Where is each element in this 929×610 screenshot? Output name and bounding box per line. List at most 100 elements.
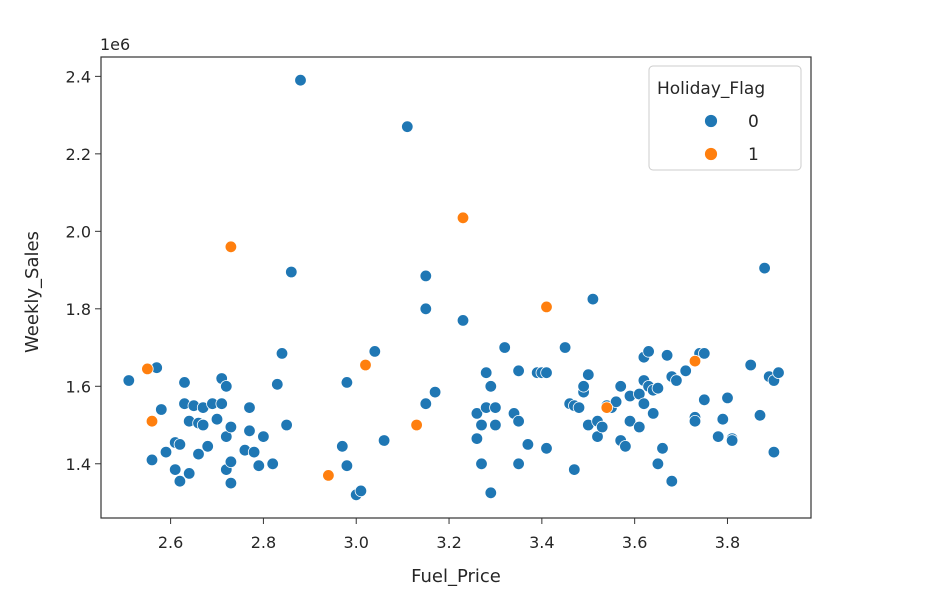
data-point-holiday-0 <box>665 475 679 488</box>
data-point-holiday-0 <box>470 407 484 420</box>
data-point-holiday-0 <box>698 347 711 360</box>
data-point-holiday-0 <box>489 401 502 414</box>
legend-marker-0 <box>704 114 718 128</box>
legend-title: Holiday_Flag <box>657 79 765 99</box>
data-point-holiday-0 <box>614 380 627 393</box>
data-point-holiday-0 <box>623 415 637 428</box>
data-point-holiday-1 <box>456 211 470 225</box>
legend: Holiday_Flag 0 1 <box>648 65 802 171</box>
data-point-holiday-0 <box>619 440 632 453</box>
data-point-holiday-0 <box>596 420 609 434</box>
data-point-holiday-0 <box>159 445 173 459</box>
axis-ticks: 2.6 2.8 3.0 3.2 3.4 3.6 3.8 1.4 1.6 1.8 2.0 2.2 2.4 <box>66 67 741 552</box>
legend-marker-1 <box>704 147 718 161</box>
data-point-holiday-0 <box>196 418 210 432</box>
data-point-holiday-0 <box>656 442 669 455</box>
x-tick-label: 3.4 <box>529 533 554 552</box>
data-point-holiday-0 <box>294 73 307 87</box>
data-point-holiday-0 <box>145 453 159 467</box>
data-point-holiday-0 <box>201 440 214 453</box>
data-point-holiday-0 <box>512 364 525 378</box>
data-point-holiday-0 <box>725 434 739 447</box>
data-point-holiday-0 <box>698 393 711 407</box>
data-point-holiday-0 <box>285 265 298 279</box>
data-point-holiday-0 <box>498 341 511 354</box>
data-point-holiday-0 <box>243 401 256 414</box>
data-point-holiday-0 <box>475 418 488 432</box>
data-point-holiday-0 <box>582 368 595 381</box>
y-axis-label: Weekly_Sales <box>22 231 43 353</box>
data-point-holiday-0 <box>182 467 196 480</box>
data-point-holiday-0 <box>266 457 279 471</box>
data-point-holiday-0 <box>419 397 433 410</box>
data-point-holiday-1 <box>410 418 423 432</box>
data-point-holiday-0 <box>401 120 414 133</box>
data-point-holiday-1 <box>141 362 154 376</box>
y-tick-label: 1.8 <box>66 300 91 319</box>
data-point-holiday-0 <box>521 438 535 451</box>
data-point-holiday-0 <box>512 415 525 428</box>
data-point-holiday-0 <box>484 486 498 500</box>
data-point-holiday-0 <box>688 415 702 428</box>
y-tick-label: 2.4 <box>66 67 91 86</box>
data-point-holiday-0 <box>712 430 725 443</box>
data-point-holiday-0 <box>354 484 368 498</box>
data-point-holiday-0 <box>257 430 270 443</box>
data-point-holiday-0 <box>178 376 191 389</box>
data-point-holiday-0 <box>633 420 646 434</box>
data-point-holiday-0 <box>558 341 572 354</box>
data-point-holiday-0 <box>224 455 238 469</box>
data-point-holiday-0 <box>368 345 382 358</box>
y-tick-label: 1.6 <box>66 377 91 396</box>
data-point-holiday-0 <box>224 476 238 490</box>
data-point-holiday-0 <box>753 409 767 422</box>
data-point-holiday-0 <box>155 403 168 416</box>
data-point-holiday-0 <box>340 376 354 389</box>
data-point-holiday-0 <box>419 302 433 316</box>
legend-entry-0: 0 <box>748 112 759 132</box>
data-point-holiday-0 <box>651 382 665 395</box>
data-point-holiday-0 <box>484 380 498 393</box>
data-point-holiday-0 <box>637 397 651 410</box>
data-point-holiday-0 <box>271 378 284 391</box>
data-point-holiday-1 <box>322 469 335 482</box>
data-point-holiday-0 <box>609 395 623 409</box>
data-point-holiday-0 <box>247 445 261 459</box>
data-point-holiday-0 <box>651 457 665 471</box>
data-point-holiday-0 <box>489 418 502 432</box>
data-point-holiday-0 <box>660 349 674 362</box>
data-point-holiday-0 <box>243 424 256 438</box>
data-point-holiday-0 <box>577 380 590 393</box>
data-point-holiday-1 <box>688 354 702 368</box>
x-tick-label: 3.6 <box>622 533 647 552</box>
data-point-holiday-1 <box>540 300 553 314</box>
data-point-holiday-0 <box>280 418 293 432</box>
data-point-holiday-0 <box>572 401 586 414</box>
data-point-holiday-0 <box>586 292 600 306</box>
data-point-holiday-0 <box>173 475 187 488</box>
data-point-holiday-1 <box>145 415 159 428</box>
x-tick-label: 2.8 <box>251 533 276 552</box>
data-point-holiday-0 <box>716 413 730 426</box>
data-point-holiday-0 <box>670 374 683 387</box>
x-tick-label: 2.6 <box>158 533 183 552</box>
legend-entry-1: 1 <box>748 145 759 165</box>
y-offset-text: 1e6 <box>100 35 130 54</box>
y-tick-label: 1.4 <box>66 455 91 474</box>
data-point-holiday-0 <box>215 397 228 410</box>
data-point-holiday-1 <box>359 358 372 372</box>
plot-frame <box>100 56 812 519</box>
data-point-holiday-0 <box>642 345 655 358</box>
data-point-holiday-0 <box>428 385 442 399</box>
data-point-holiday-0 <box>744 358 757 372</box>
data-point-holiday-0 <box>252 459 265 472</box>
data-point-holiday-0 <box>168 463 182 476</box>
data-point-holiday-0 <box>336 440 349 453</box>
data-point-holiday-0 <box>275 347 289 360</box>
data-point-holiday-0 <box>456 314 470 327</box>
data-point-holiday-0 <box>122 374 136 387</box>
data-point-holiday-0 <box>767 445 781 459</box>
data-point-holiday-0 <box>210 413 224 426</box>
x-tick-label: 3.8 <box>715 533 740 552</box>
data-point-holiday-0 <box>224 420 238 434</box>
